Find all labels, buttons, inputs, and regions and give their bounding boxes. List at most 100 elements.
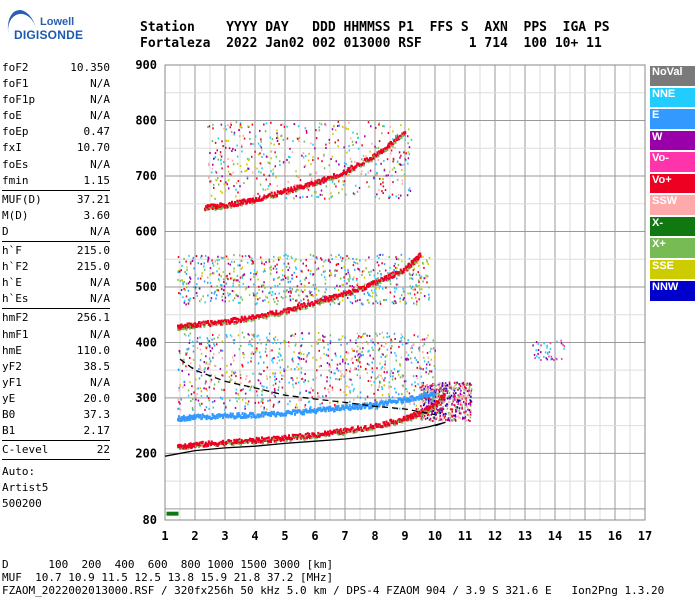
echo-point — [288, 345, 290, 348]
echo-point — [241, 398, 244, 401]
trace-point — [241, 412, 244, 416]
echo-point — [297, 381, 300, 384]
echo-point — [393, 368, 396, 371]
echo-point — [188, 299, 191, 302]
echo-point — [299, 358, 301, 361]
echo-point — [430, 419, 432, 422]
echo-point — [250, 343, 252, 346]
trace-point — [208, 206, 211, 209]
echo-point — [369, 354, 371, 357]
echo-point — [218, 279, 221, 282]
trace-point — [199, 324, 202, 328]
echo-point — [328, 258, 330, 261]
echo-point — [287, 268, 289, 271]
echo-point — [372, 291, 374, 294]
echo-point — [312, 389, 314, 392]
echo-point — [467, 391, 470, 394]
echo-point — [214, 141, 217, 144]
echo-point — [466, 413, 469, 416]
echo-point — [297, 355, 299, 358]
echo-point — [322, 395, 324, 398]
echo-point — [353, 398, 355, 401]
echo-point — [195, 378, 197, 381]
echo-point — [229, 292, 231, 295]
echo-point — [378, 254, 381, 257]
echo-point — [297, 289, 299, 292]
echo-point — [352, 276, 355, 279]
echo-point — [305, 264, 308, 267]
echo-point — [435, 394, 438, 397]
echo-point — [468, 383, 471, 386]
echo-point — [450, 413, 452, 416]
echo-point — [194, 286, 197, 289]
echo-point — [461, 387, 464, 390]
echo-point — [293, 123, 295, 126]
trace-point — [337, 431, 340, 435]
echo-point — [250, 352, 253, 355]
param-name: foEp — [2, 125, 29, 139]
echo-point — [231, 159, 234, 162]
trace-point — [270, 440, 272, 444]
trace-point — [325, 295, 328, 299]
legend-item-vo-: Vo+ — [650, 173, 695, 193]
echo-point — [420, 389, 423, 392]
echo-point — [374, 408, 377, 411]
echo-point — [457, 394, 460, 397]
echo-point — [400, 154, 402, 157]
trace-point — [432, 402, 435, 406]
echo-point — [384, 189, 387, 192]
trace-point — [342, 294, 344, 298]
trace-point — [351, 426, 354, 430]
echo-point — [327, 348, 330, 351]
trace-point — [292, 433, 295, 437]
echo-point — [341, 260, 343, 263]
echo-point — [362, 354, 364, 357]
trace-point — [213, 206, 216, 209]
trace-point — [384, 276, 387, 280]
echo-point — [393, 287, 396, 290]
echo-point — [408, 153, 410, 156]
trace-point — [407, 399, 410, 403]
x-tick-label: 8 — [371, 529, 378, 543]
trace-point — [360, 165, 362, 168]
param-name: h`Es — [2, 292, 29, 306]
echo-point — [444, 386, 446, 389]
echo-point — [300, 367, 303, 370]
echo-point — [246, 375, 248, 378]
echo-point — [235, 392, 237, 395]
echo-point — [252, 333, 255, 336]
echo-point — [368, 271, 370, 274]
echo-point — [364, 135, 366, 138]
echo-point — [419, 367, 421, 370]
trace-point — [305, 183, 308, 187]
trace-point — [381, 400, 384, 404]
echo-point — [329, 340, 332, 343]
echo-point — [403, 173, 406, 176]
echo-point — [386, 336, 388, 339]
echo-point — [377, 342, 379, 345]
echo-point — [324, 387, 326, 390]
echo-point — [401, 402, 403, 405]
trace-point — [279, 413, 282, 417]
trace-point — [192, 327, 195, 330]
echo-point — [427, 413, 430, 416]
trace-point — [190, 445, 193, 449]
echo-point — [428, 256, 431, 259]
trace-point — [211, 324, 214, 327]
echo-point — [384, 342, 387, 345]
echo-point — [421, 398, 423, 401]
trace-point — [229, 320, 232, 324]
echo-point — [461, 417, 464, 420]
echo-point — [383, 159, 385, 162]
trace-point — [307, 435, 310, 439]
trace-point — [410, 417, 413, 421]
echo-point — [256, 394, 259, 397]
y-tick-label: 400 — [135, 335, 157, 349]
echo-point — [227, 262, 230, 265]
echo-point — [246, 157, 249, 160]
echo-point — [401, 335, 404, 338]
echo-point — [344, 273, 346, 276]
echo-point — [233, 290, 235, 293]
echo-point — [444, 382, 447, 385]
echo-point — [289, 299, 292, 302]
